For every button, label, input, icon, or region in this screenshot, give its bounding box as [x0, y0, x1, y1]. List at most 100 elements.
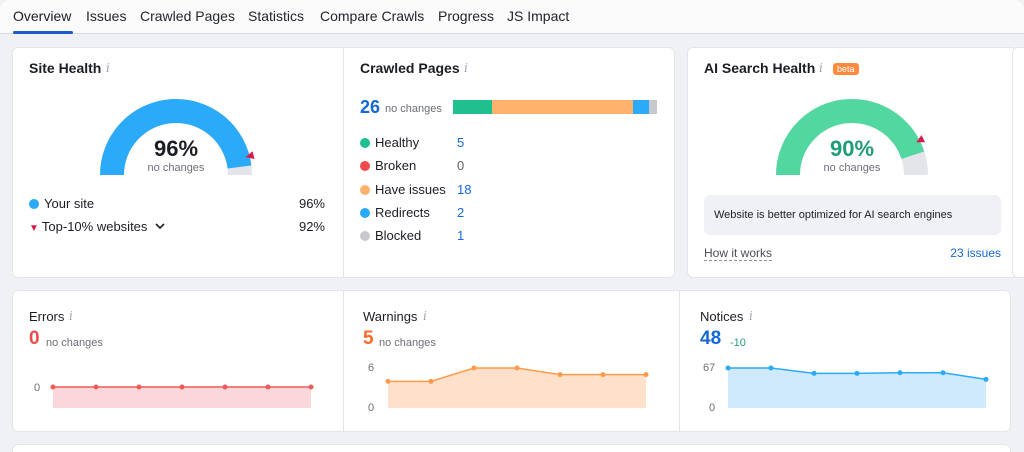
ai-health-message-box: Website is better optimized for AI searc…	[704, 195, 1001, 235]
crawled-pages-total[interactable]: 26	[360, 97, 381, 117]
errors-point[interactable]	[179, 384, 185, 390]
how-it-works-link[interactable]: How it works	[704, 246, 773, 261]
tab-crawled-pages[interactable]: Crawled Pages	[140, 8, 235, 24]
notices-point[interactable]	[768, 365, 774, 371]
crawled-pages-item-count[interactable]: 5	[457, 135, 465, 150]
top10-label: Top-10% websites	[41, 219, 148, 234]
warnings-chart	[385, 365, 649, 408]
notices-info-icon[interactable]: i	[749, 309, 753, 323]
ai-issues-link[interactable]: 23 issues	[950, 246, 1001, 260]
errors-point[interactable]	[222, 384, 228, 390]
ai-marker-icon	[916, 135, 926, 143]
crawled-pages-item-label: Blocked	[375, 228, 422, 244]
top10-marker-icon	[245, 151, 255, 159]
status-dot-icon	[360, 184, 370, 195]
ai-health-info-icon[interactable]: i	[819, 61, 823, 75]
crawled-pages-item-label: Broken	[375, 158, 417, 174]
warnings-value[interactable]: 5	[363, 328, 374, 349]
notices-area	[728, 368, 986, 408]
errors-change: no changes	[46, 337, 103, 349]
notices-point[interactable]	[983, 376, 989, 382]
errors-value[interactable]: 0	[29, 328, 40, 349]
next-section-stub	[12, 444, 1011, 452]
notices-value[interactable]: 48	[700, 328, 722, 349]
tab-overview[interactable]: Overview	[13, 8, 72, 24]
warnings-change: no changes	[379, 337, 436, 349]
crawled-pages-change: no changes	[385, 103, 442, 115]
crawled-pages-item-count[interactable]: 2	[457, 204, 465, 220]
errors-y-label: 0	[34, 382, 41, 394]
errors-title: Errors	[29, 309, 65, 324]
crawled-pages-item: Redirects	[360, 205, 430, 220]
crawled-pages-item: Healthy	[360, 135, 419, 150]
chevron-down-icon	[155, 223, 165, 230]
status-dot-icon	[360, 161, 370, 172]
tab-progress[interactable]: Progress	[438, 8, 495, 24]
warnings-point[interactable]	[643, 372, 649, 378]
notices-point[interactable]	[811, 370, 817, 376]
stacked-bar-segment-healthy[interactable]	[453, 100, 493, 114]
notices-chart	[725, 365, 989, 408]
tab-js-impact[interactable]: JS Impact	[507, 8, 570, 24]
warnings-point[interactable]	[600, 372, 606, 378]
status-dot-icon	[360, 138, 370, 148]
errors-chart	[50, 384, 314, 408]
crawled-pages-title: Crawled Pages	[360, 60, 460, 76]
crawled-pages-item-label: Redirects	[375, 204, 430, 220]
warnings-notices-divider	[679, 291, 680, 431]
errors-warnings-divider	[343, 291, 344, 431]
site-health-info-icon[interactable]: i	[106, 61, 110, 75]
errors-point[interactable]	[93, 384, 99, 390]
tab-compare-crawls[interactable]: Compare Crawls	[320, 8, 425, 24]
top10-dropdown[interactable]: ▼ Top-10% websites	[29, 219, 165, 234]
warnings-point[interactable]	[385, 378, 391, 384]
errors-point[interactable]	[265, 384, 271, 390]
status-dot-icon	[360, 231, 370, 242]
ai-health-gauge	[776, 99, 928, 176]
ai-health-gauge-fill	[776, 99, 925, 176]
notices-y-min: 0	[709, 402, 716, 414]
tab-issues[interactable]: Issues	[86, 8, 127, 24]
crawled-pages-info-icon[interactable]: i	[464, 61, 468, 75]
ai-health-card	[687, 47, 1018, 278]
warnings-point[interactable]	[471, 365, 477, 371]
active-tab-indicator	[13, 31, 73, 34]
next-card-stub	[1012, 47, 1024, 278]
warnings-point[interactable]	[514, 365, 520, 371]
site-health-gauge	[100, 98, 255, 176]
notices-point[interactable]	[897, 370, 903, 376]
stacked-bar-segment-redirects[interactable]	[633, 100, 650, 114]
crawled-pages-item-count[interactable]: 1	[457, 228, 465, 244]
crawled-pages-item: Blocked	[360, 228, 421, 243]
notices-point[interactable]	[725, 365, 731, 371]
stacked-bar-segment-blocked[interactable]	[649, 100, 657, 114]
warnings-point[interactable]	[557, 372, 563, 378]
ai-health-title: AI Search Health	[704, 60, 816, 76]
errors-info-icon[interactable]: i	[69, 309, 73, 323]
stacked-bar-segment-have-issues[interactable]	[492, 100, 634, 114]
site-health-title: Site Health	[29, 60, 102, 76]
warnings-point[interactable]	[428, 378, 434, 384]
crawled-pages-item-label: Healthy	[375, 135, 420, 150]
your-site-dot-icon	[29, 199, 39, 209]
errors-point[interactable]	[136, 384, 142, 390]
notices-point[interactable]	[854, 370, 860, 376]
crawled-pages-item: Broken	[360, 158, 416, 173]
ai-health-percent: 90%	[829, 136, 875, 161]
crawled-pages-item-label: Have issues	[375, 181, 446, 197]
your-site-value: 96%	[298, 196, 325, 211]
tab-statistics[interactable]: Statistics	[248, 8, 305, 24]
errors-point[interactable]	[50, 384, 56, 390]
ai-health-change: no changes	[823, 162, 881, 174]
crawled-pages-stacked-bar	[453, 100, 657, 114]
crawled-pages-item-count[interactable]: 18	[457, 181, 472, 197]
warnings-area	[388, 368, 646, 408]
notices-y-max: 67	[703, 362, 716, 374]
errors-point[interactable]	[308, 384, 314, 390]
beta-badge: beta	[833, 63, 859, 75]
warnings-info-icon[interactable]: i	[423, 309, 427, 323]
notices-point[interactable]	[940, 370, 946, 376]
warnings-y-min: 0	[368, 402, 375, 414]
site-health-percent: 96%	[153, 136, 199, 161]
